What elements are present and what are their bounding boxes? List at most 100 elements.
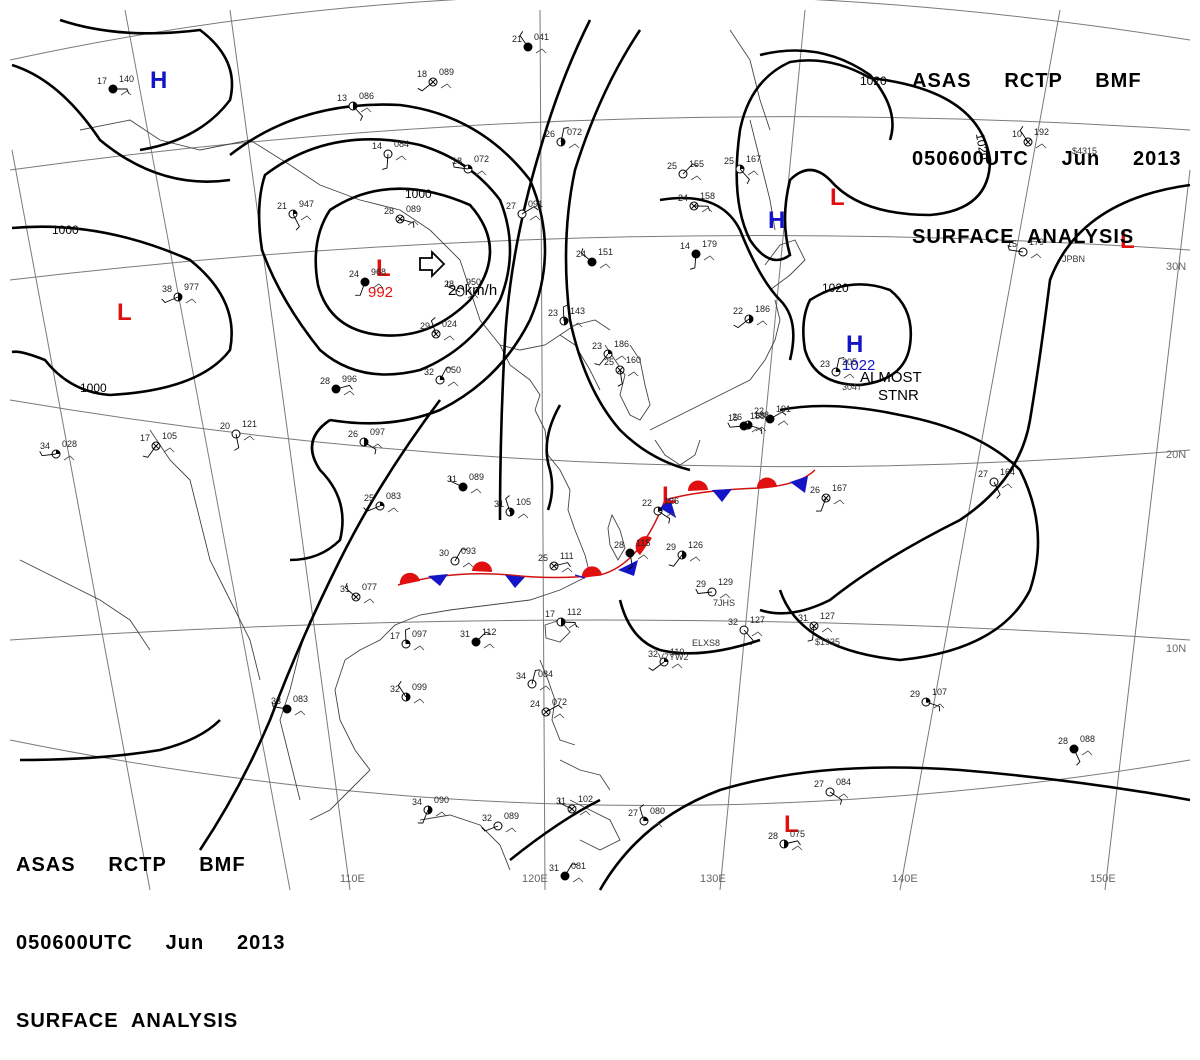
coast-borneo xyxy=(419,814,511,871)
pressure-tendency-mark xyxy=(1081,750,1093,756)
station-temperature: 31 xyxy=(549,863,559,873)
cloud-cover-fill xyxy=(406,640,410,644)
lon-line-130e xyxy=(719,9,806,891)
station-plot: 32 050 xyxy=(424,365,461,387)
pressure-tendency-mark xyxy=(571,322,583,328)
station-plots: 17 140 13 086 14 084 18 089 18 072 21 041 26 072 27 091… xyxy=(39,31,1095,883)
lat-line-20n xyxy=(9,399,1191,468)
cloud-cover-fill xyxy=(608,350,612,354)
wind-barb xyxy=(560,621,578,628)
station-plot: 17 112 xyxy=(545,607,581,629)
wind-barb xyxy=(1019,126,1029,143)
wind-barb xyxy=(454,548,467,562)
station-pressure: 093 xyxy=(461,546,476,556)
call-sign: $1935 xyxy=(815,637,840,647)
pressure-tendency-mark xyxy=(343,390,355,396)
station-temperature: 14 xyxy=(372,141,382,151)
pressure-tendency-mark xyxy=(1035,143,1047,149)
station-pressure: 024 xyxy=(442,319,457,329)
isobar-label: 1000 xyxy=(52,223,79,237)
station-pressure: 089 xyxy=(406,204,421,214)
pressure-tendency-mark xyxy=(483,643,495,649)
wind-barb xyxy=(271,701,288,710)
coast-kamchatka xyxy=(729,29,771,131)
station-plot: 31 081 xyxy=(549,861,586,883)
station-pressure: 947 xyxy=(299,199,314,209)
isobar-1004-west xyxy=(11,63,231,183)
pressure-tendency-mark xyxy=(690,175,702,181)
station-pressure: 089 xyxy=(439,67,454,77)
high-pressure-symbol: H xyxy=(768,207,785,234)
station-temperature: 17 xyxy=(140,433,150,443)
call-sign: V7YW2 xyxy=(658,652,689,662)
cloud-cover-fill xyxy=(682,551,686,559)
pressure-tendency-mark xyxy=(535,48,547,54)
station-temperature: 25 xyxy=(604,357,614,367)
station-plot: 28 075 xyxy=(768,829,805,851)
station-plot: 21 041 xyxy=(512,31,549,54)
call-sign: ELXS8 xyxy=(692,638,720,648)
station-pressure: 126 xyxy=(688,540,703,550)
pressure-tendency-mark xyxy=(627,371,639,377)
station-pressure: 097 xyxy=(370,427,385,437)
pressure-tendency-mark xyxy=(505,827,517,833)
station-temperature: 28 xyxy=(1058,736,1068,746)
pressure-tendency-mark xyxy=(120,90,132,96)
station-plot: 25 155 xyxy=(667,159,704,181)
isobar-bottom-left xyxy=(19,719,221,762)
cloud-cover-fill xyxy=(926,698,930,702)
isobar-label: 1020 xyxy=(822,281,849,295)
call-sign: 3047 xyxy=(842,382,862,392)
coast-yellow-sea xyxy=(559,319,611,336)
station-plot: 26 097 xyxy=(348,427,385,455)
station-temperature: 29 xyxy=(666,542,676,552)
weather-map: 1000 1000 1000 1020 1020 1020 H L L H L … xyxy=(9,0,1191,1032)
front-cold-symbol xyxy=(428,574,448,586)
station-temperature: 25 xyxy=(364,493,374,503)
coast-hokkaido xyxy=(764,239,806,291)
station-pressure: 097 xyxy=(412,629,427,639)
station-pressure: 080 xyxy=(650,806,665,816)
pressure-tendency-mark xyxy=(443,335,455,341)
station-plot: 17 140 xyxy=(97,74,134,96)
wind-barb xyxy=(668,554,683,567)
pressure-tendency-mark xyxy=(568,623,580,629)
coast-bohai xyxy=(499,344,541,411)
wind-barb xyxy=(417,809,429,824)
station-plot: 30 093 xyxy=(439,546,476,568)
station-plot: 15 179 xyxy=(1007,237,1044,259)
wind-barb xyxy=(925,701,941,712)
graticule-labels: 110E 120E 130E 140E 150E 30N 20N 10N xyxy=(340,261,1186,885)
lat-line-0 xyxy=(9,739,1191,806)
isobar-1000-west xyxy=(11,225,233,397)
wind-barb xyxy=(627,552,633,570)
isobar-1008-south xyxy=(545,404,562,511)
station-temperature: 24 xyxy=(349,269,359,279)
station-plot: 15 188 xyxy=(727,411,765,433)
station-temperature: 27 xyxy=(814,779,824,789)
low-pressure-value: 992 xyxy=(368,284,393,301)
station-plot: 24 968 xyxy=(349,267,386,296)
isobar-1012-pacific-loop xyxy=(778,404,1040,662)
station-pressure: 191 xyxy=(776,404,791,414)
station-temperature: 22 xyxy=(642,498,652,508)
header-product-line: SURFACE ANALYSIS xyxy=(912,226,1135,248)
station-plot: 18 089 xyxy=(417,67,454,92)
pressure-tendency-mark xyxy=(407,220,419,226)
cloud-cover-fill xyxy=(406,693,410,701)
station-temperature: 38 xyxy=(162,284,172,294)
pressure-tendency-mark xyxy=(821,627,833,633)
isobar-top-left xyxy=(59,18,234,152)
movement-arrow xyxy=(419,249,446,279)
station-pressure: 112 xyxy=(567,607,581,617)
station-temperature: 34 xyxy=(412,797,422,807)
station-plot: 32 099 xyxy=(390,680,427,704)
wind-barb xyxy=(648,661,665,671)
station-plot: 17 105 xyxy=(140,431,177,458)
station-temperature: 31 xyxy=(494,499,504,509)
pressure-tendency-mark xyxy=(747,170,759,176)
station-temperature: 22 xyxy=(754,406,764,416)
station-pressure: 091 xyxy=(528,199,543,209)
station-temperature: 21 xyxy=(512,34,522,44)
station-plot: 23 205 xyxy=(820,357,857,379)
